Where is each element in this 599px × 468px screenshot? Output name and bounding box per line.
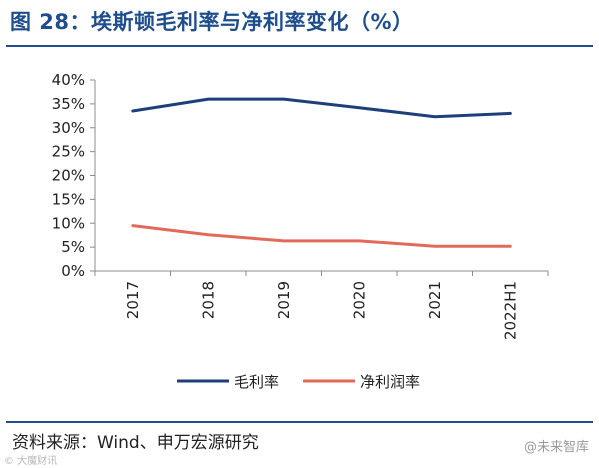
series-line-1 [131,97,512,119]
x-tick-label: 2020 [350,281,368,319]
footer-divider [6,421,593,423]
title-divider [6,45,593,47]
y-tick-label: 15% [52,190,85,208]
chart-title: 图 28：埃斯顿毛利率与净利率变化（%） [10,10,414,34]
y-tick-label: 25% [52,143,85,161]
chart-series [131,97,512,248]
y-tick-label: 30% [52,119,85,137]
y-tick-label: 5% [61,238,85,256]
y-tick-label: 10% [52,214,85,232]
y-axis-ticks: 0% 5% 10% 15% 20% 25% 30% 35% 40% [52,71,95,280]
x-tick-label: 2017 [124,281,142,319]
x-tick-label: 2021 [426,281,444,319]
y-tick-label: 20% [52,167,85,185]
line-chart: 0%5%10%15%20%25%30%35%40% 2017 2018 2019 20… [52,71,549,391]
y-tick-label: 35% [52,95,85,113]
series-line-2 [131,224,512,248]
legend-label-2: 净利润率 [360,373,420,391]
source-note: 资料来源：Wind、申万宏源研究 [12,433,259,453]
y-tick-label: 0% [61,262,85,280]
x-tick-label: 2022H1 [501,281,519,340]
legend-label-1: 毛利率 [234,373,279,391]
chart-legend: 毛利率 净利润率 [177,373,420,391]
y-tick-label: 40% [52,71,85,89]
x-tick-label: 2019 [275,281,293,319]
watermark-left: © 大魔财讯 [4,456,58,467]
x-axis-ticks: 2017 2018 2019 2020 2021 2022H1 [94,271,549,340]
watermark-right: @未来智库 [523,440,589,455]
x-tick-label: 2018 [199,281,217,319]
